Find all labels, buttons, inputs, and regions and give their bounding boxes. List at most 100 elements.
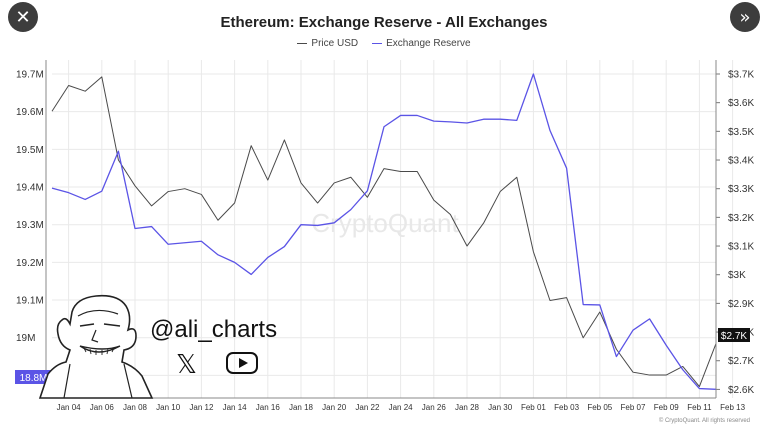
data-point-price bbox=[67, 84, 69, 86]
data-point-reserve bbox=[615, 355, 617, 357]
data-point-reserve bbox=[565, 167, 567, 169]
data-point-reserve bbox=[267, 256, 269, 258]
data-point-reserve bbox=[516, 119, 518, 121]
reserve-last-value-label: 18.8M bbox=[20, 373, 48, 384]
data-point-reserve bbox=[333, 222, 335, 224]
x-tick-label: Jan 12 bbox=[189, 403, 214, 412]
legend-item-reserve: Exchange Reserve bbox=[372, 38, 471, 49]
data-point-price bbox=[366, 196, 368, 198]
data-point-price bbox=[682, 365, 684, 367]
y-right-tick-label: $3.2K bbox=[728, 213, 754, 224]
data-point-price bbox=[150, 205, 152, 207]
data-point-price bbox=[416, 170, 418, 172]
youtube-icon bbox=[226, 352, 258, 374]
data-point-price bbox=[482, 222, 484, 224]
y-right-tick-label: $3.4K bbox=[728, 156, 754, 167]
data-point-price bbox=[565, 296, 567, 298]
x-tick-label: Jan 16 bbox=[256, 403, 281, 412]
close-button[interactable]: ✕ bbox=[8, 2, 38, 32]
data-point-reserve bbox=[466, 122, 468, 124]
legend-label-price: Price USD bbox=[311, 38, 359, 49]
data-point-price bbox=[516, 176, 518, 178]
data-point-reserve bbox=[682, 369, 684, 371]
data-point-price bbox=[267, 179, 269, 181]
data-point-reserve bbox=[549, 129, 551, 131]
y-left-tick-label: 19M bbox=[16, 333, 35, 344]
y-left-tick-label: 19.4M bbox=[16, 183, 44, 194]
x-tick-label: Feb 13 bbox=[720, 403, 745, 412]
meme-face-avatar bbox=[38, 294, 154, 399]
next-button[interactable]: » bbox=[730, 2, 760, 32]
data-point-reserve bbox=[482, 118, 484, 120]
data-point-reserve bbox=[316, 224, 318, 226]
price-last-value-label: $2.7K bbox=[721, 331, 747, 342]
chevron-double-right-icon: » bbox=[739, 6, 751, 28]
x-tick-label: Jan 20 bbox=[322, 403, 347, 412]
watermark: CryptoQuant bbox=[311, 208, 459, 238]
data-point-reserve bbox=[84, 198, 86, 200]
data-point-price bbox=[101, 76, 103, 78]
legend-item-price: Price USD bbox=[297, 38, 358, 49]
x-tick-label: Jan 18 bbox=[289, 403, 314, 412]
data-point-price bbox=[217, 219, 219, 221]
data-point-price bbox=[167, 190, 169, 192]
data-point-reserve bbox=[200, 240, 202, 242]
legend-swatch-price bbox=[297, 43, 308, 44]
chart-legend: Price USD Exchange Reserve bbox=[0, 38, 768, 49]
data-point-reserve bbox=[51, 187, 53, 189]
data-point-price bbox=[134, 185, 136, 187]
data-point-reserve bbox=[599, 304, 601, 306]
data-point-price bbox=[350, 176, 352, 178]
data-point-price bbox=[250, 144, 252, 146]
series-line-reserve bbox=[51, 73, 717, 390]
x-tick-label: Jan 22 bbox=[355, 403, 380, 412]
x-tick-label: Jan 24 bbox=[389, 403, 414, 412]
data-point-reserve bbox=[350, 208, 352, 210]
data-point-price bbox=[449, 213, 451, 215]
price-last-value-badge bbox=[718, 328, 750, 342]
grid-layer bbox=[52, 60, 734, 398]
y-right-tick-label: $2.6K bbox=[728, 385, 754, 396]
reserve-last-value-badge bbox=[15, 370, 52, 384]
y-right-tick-label: $3.1K bbox=[728, 242, 754, 253]
y-left-tick-label: 19.6M bbox=[16, 107, 44, 118]
y-right-tick-label: $3K bbox=[728, 270, 746, 281]
data-point-reserve bbox=[250, 273, 252, 275]
x-tick-label: Jan 10 bbox=[156, 403, 181, 412]
data-point-price bbox=[51, 110, 53, 112]
data-point-reserve bbox=[366, 190, 368, 192]
series-layer bbox=[51, 73, 717, 390]
legend-label-reserve: Exchange Reserve bbox=[386, 38, 471, 49]
y-right-tick-label: $3.7K bbox=[728, 70, 754, 81]
data-point-price bbox=[599, 311, 601, 313]
data-point-reserve bbox=[383, 126, 385, 128]
y-left-tick-label: 19.1M bbox=[16, 296, 44, 307]
data-point-price bbox=[316, 202, 318, 204]
data-point-reserve bbox=[117, 150, 119, 152]
x-tick-label: Jan 26 bbox=[422, 403, 447, 412]
data-point-reserve bbox=[101, 190, 103, 192]
data-point-reserve bbox=[134, 227, 136, 229]
data-point-price bbox=[499, 190, 501, 192]
data-point-price bbox=[532, 251, 534, 253]
legend-swatch-reserve bbox=[372, 43, 383, 44]
data-point-reserve bbox=[499, 118, 501, 120]
y-left-tick-label: 19.5M bbox=[16, 145, 44, 156]
data-point-reserve bbox=[416, 114, 418, 116]
data-point-price bbox=[648, 374, 650, 376]
data-point-reserve bbox=[632, 329, 634, 331]
x-tick-label: Jan 04 bbox=[57, 403, 82, 412]
data-point-price bbox=[184, 187, 186, 189]
x-tick-label: Feb 11 bbox=[687, 403, 712, 412]
y-right-tick-label: $2.9K bbox=[728, 299, 754, 310]
data-point-reserve bbox=[184, 242, 186, 244]
data-point-price bbox=[200, 193, 202, 195]
x-tick-label: Jan 28 bbox=[455, 403, 480, 412]
data-point-price bbox=[632, 371, 634, 373]
data-point-price bbox=[283, 139, 285, 141]
data-point-reserve bbox=[150, 225, 152, 227]
data-point-price bbox=[84, 90, 86, 92]
y-right-tick-label: $3.3K bbox=[728, 184, 754, 195]
